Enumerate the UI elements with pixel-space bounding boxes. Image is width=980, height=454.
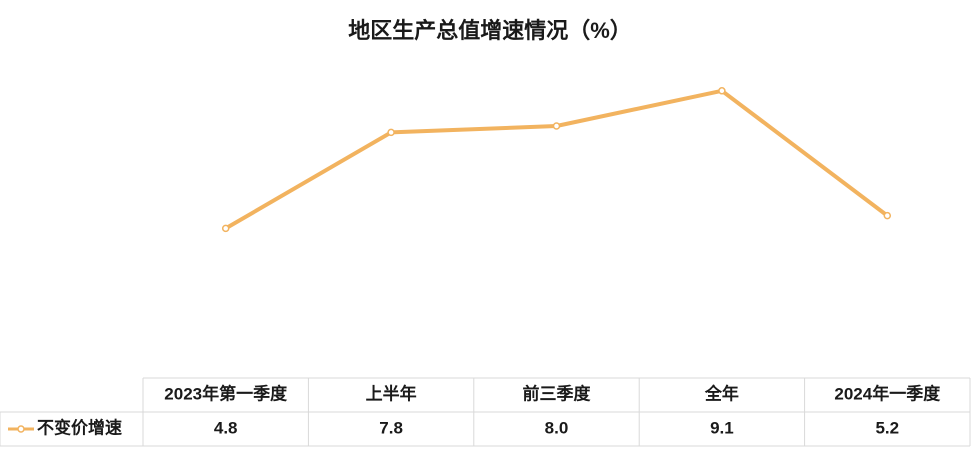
- x-tick-label: 上半年: [366, 383, 417, 403]
- table-value: 4.8: [214, 418, 238, 437]
- series-line: [224, 88, 889, 231]
- x-tick-label: 前三季度: [523, 383, 592, 403]
- table-value: 7.8: [379, 418, 403, 437]
- point-marker: [883, 211, 892, 220]
- table-value: 9.1: [710, 418, 734, 437]
- x-tick-label: 2024年一季度: [834, 383, 941, 403]
- point-marker: [552, 122, 561, 130]
- legend-label: 不变价增速: [37, 417, 122, 437]
- point-marker: [387, 128, 395, 137]
- table-value: 8.0: [545, 418, 569, 437]
- point-marker: [221, 224, 230, 233]
- x-tick-label: 全年: [704, 383, 739, 403]
- table-value: 5.2: [875, 418, 899, 437]
- point-marker: [718, 87, 726, 95]
- legend-marker: [17, 425, 25, 433]
- x-tick-label: 2023年第一季度: [164, 383, 288, 403]
- chart-title: 地区生产总值增速情况（%）: [348, 18, 632, 43]
